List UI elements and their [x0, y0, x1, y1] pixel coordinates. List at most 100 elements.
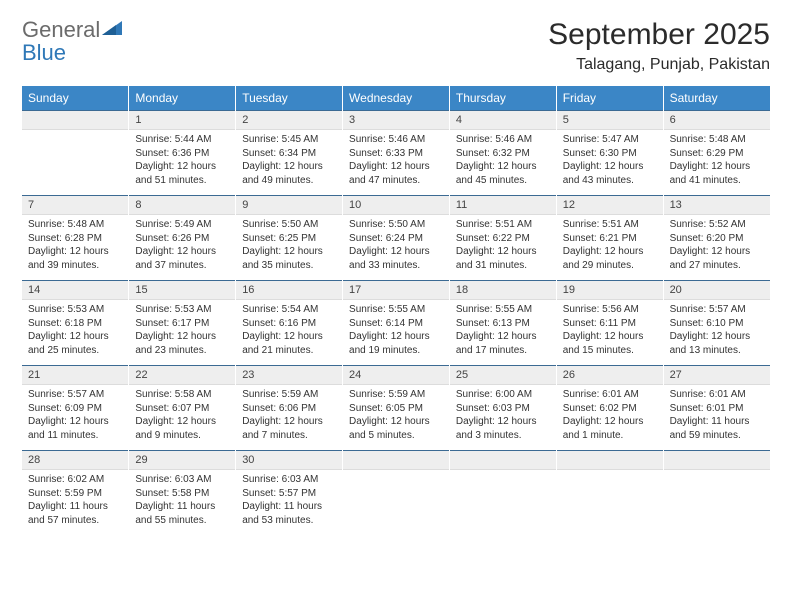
calendar-cell: 19Sunrise: 5:56 AMSunset: 6:11 PMDayligh… — [556, 280, 663, 365]
daylight-line: Daylight: 12 hours and 15 minutes. — [563, 330, 657, 357]
daylight-line: Daylight: 12 hours and 47 minutes. — [349, 160, 443, 187]
calendar-cell: 27Sunrise: 6:01 AMSunset: 6:01 PMDayligh… — [663, 365, 770, 450]
day-content: Sunrise: 6:00 AMSunset: 6:03 PMDaylight:… — [450, 385, 556, 450]
calendar-cell: 7Sunrise: 5:48 AMSunset: 6:28 PMDaylight… — [22, 195, 129, 280]
weekday-heading: Saturday — [663, 86, 770, 110]
sunset-line: Sunset: 6:34 PM — [242, 147, 336, 161]
brand-text: General Blue — [22, 18, 124, 64]
day-number: 22 — [129, 365, 235, 385]
calendar-cell: 20Sunrise: 5:57 AMSunset: 6:10 PMDayligh… — [663, 280, 770, 365]
day-content: Sunrise: 5:51 AMSunset: 6:22 PMDaylight:… — [450, 215, 556, 280]
sunrise-line: Sunrise: 5:49 AM — [135, 218, 229, 232]
day-content: Sunrise: 5:59 AMSunset: 6:05 PMDaylight:… — [343, 385, 449, 450]
daylight-line: Daylight: 12 hours and 43 minutes. — [563, 160, 657, 187]
day-content: Sunrise: 6:02 AMSunset: 5:59 PMDaylight:… — [22, 470, 128, 535]
calendar-cell: 12Sunrise: 5:51 AMSunset: 6:21 PMDayligh… — [556, 195, 663, 280]
day-number: 28 — [22, 450, 128, 470]
daylight-line: Daylight: 12 hours and 19 minutes. — [349, 330, 443, 357]
day-number: 1 — [129, 110, 235, 130]
calendar-cell: 21Sunrise: 5:57 AMSunset: 6:09 PMDayligh… — [22, 365, 129, 450]
daylight-line: Daylight: 12 hours and 25 minutes. — [28, 330, 122, 357]
calendar-cell: 24Sunrise: 5:59 AMSunset: 6:05 PMDayligh… — [343, 365, 450, 450]
brand-logo: General Blue — [22, 18, 124, 64]
sunrise-line: Sunrise: 5:53 AM — [28, 303, 122, 317]
sunset-line: Sunset: 6:07 PM — [135, 402, 229, 416]
sunrise-line: Sunrise: 5:44 AM — [135, 133, 229, 147]
calendar-cell: 11Sunrise: 5:51 AMSunset: 6:22 PMDayligh… — [449, 195, 556, 280]
day-content: Sunrise: 5:48 AMSunset: 6:29 PMDaylight:… — [664, 130, 770, 195]
day-content: Sunrise: 5:50 AMSunset: 6:24 PMDaylight:… — [343, 215, 449, 280]
day-number — [557, 450, 663, 470]
sunset-line: Sunset: 6:26 PM — [135, 232, 229, 246]
sunset-line: Sunset: 6:29 PM — [670, 147, 764, 161]
sunrise-line: Sunrise: 6:01 AM — [670, 388, 764, 402]
calendar-head: Sunday Monday Tuesday Wednesday Thursday… — [22, 86, 770, 110]
daylight-line: Daylight: 12 hours and 33 minutes. — [349, 245, 443, 272]
day-number: 4 — [450, 110, 556, 130]
calendar-row: 7Sunrise: 5:48 AMSunset: 6:28 PMDaylight… — [22, 195, 770, 280]
day-content: Sunrise: 5:55 AMSunset: 6:14 PMDaylight:… — [343, 300, 449, 365]
day-content: Sunrise: 5:58 AMSunset: 6:07 PMDaylight:… — [129, 385, 235, 450]
sunset-line: Sunset: 6:32 PM — [456, 147, 550, 161]
day-content: Sunrise: 6:03 AMSunset: 5:57 PMDaylight:… — [236, 470, 342, 535]
day-number: 12 — [557, 195, 663, 215]
day-content: Sunrise: 5:53 AMSunset: 6:17 PMDaylight:… — [129, 300, 235, 365]
brand-line1: General — [22, 17, 100, 42]
sunset-line: Sunset: 6:18 PM — [28, 317, 122, 331]
sunset-line: Sunset: 5:59 PM — [28, 487, 122, 501]
day-content: Sunrise: 5:57 AMSunset: 6:10 PMDaylight:… — [664, 300, 770, 365]
day-content: Sunrise: 5:44 AMSunset: 6:36 PMDaylight:… — [129, 130, 235, 195]
calendar-cell: 25Sunrise: 6:00 AMSunset: 6:03 PMDayligh… — [449, 365, 556, 450]
day-content: Sunrise: 5:46 AMSunset: 6:33 PMDaylight:… — [343, 130, 449, 195]
sunset-line: Sunset: 6:21 PM — [563, 232, 657, 246]
sunset-line: Sunset: 6:09 PM — [28, 402, 122, 416]
day-number: 6 — [664, 110, 770, 130]
day-number: 11 — [450, 195, 556, 215]
daylight-line: Daylight: 12 hours and 27 minutes. — [670, 245, 764, 272]
day-number: 18 — [450, 280, 556, 300]
daylight-line: Daylight: 12 hours and 51 minutes. — [135, 160, 229, 187]
calendar-cell: 30Sunrise: 6:03 AMSunset: 5:57 PMDayligh… — [236, 450, 343, 535]
daylight-line: Daylight: 12 hours and 45 minutes. — [456, 160, 550, 187]
daylight-line: Daylight: 12 hours and 7 minutes. — [242, 415, 336, 442]
sunrise-line: Sunrise: 6:03 AM — [242, 473, 336, 487]
sunset-line: Sunset: 6:02 PM — [563, 402, 657, 416]
calendar-cell: 14Sunrise: 5:53 AMSunset: 6:18 PMDayligh… — [22, 280, 129, 365]
day-number: 5 — [557, 110, 663, 130]
calendar-cell: 4Sunrise: 5:46 AMSunset: 6:32 PMDaylight… — [449, 110, 556, 195]
calendar-cell: 3Sunrise: 5:46 AMSunset: 6:33 PMDaylight… — [343, 110, 450, 195]
sunset-line: Sunset: 5:57 PM — [242, 487, 336, 501]
weekday-heading: Sunday — [22, 86, 129, 110]
day-content: Sunrise: 5:47 AMSunset: 6:30 PMDaylight:… — [557, 130, 663, 195]
sunrise-line: Sunrise: 5:59 AM — [242, 388, 336, 402]
daylight-line: Daylight: 12 hours and 41 minutes. — [670, 160, 764, 187]
daylight-line: Daylight: 12 hours and 31 minutes. — [456, 245, 550, 272]
daylight-line: Daylight: 12 hours and 49 minutes. — [242, 160, 336, 187]
sunrise-line: Sunrise: 5:46 AM — [456, 133, 550, 147]
day-content — [343, 470, 449, 528]
sunset-line: Sunset: 6:20 PM — [670, 232, 764, 246]
day-content: Sunrise: 5:59 AMSunset: 6:06 PMDaylight:… — [236, 385, 342, 450]
sunset-line: Sunset: 6:05 PM — [349, 402, 443, 416]
day-number: 23 — [236, 365, 342, 385]
location-label: Talagang, Punjab, Pakistan — [548, 56, 770, 74]
calendar-cell — [556, 450, 663, 535]
weekday-heading: Wednesday — [343, 86, 450, 110]
sunset-line: Sunset: 6:17 PM — [135, 317, 229, 331]
sunset-line: Sunset: 6:13 PM — [456, 317, 550, 331]
daylight-line: Daylight: 12 hours and 11 minutes. — [28, 415, 122, 442]
day-content: Sunrise: 5:46 AMSunset: 6:32 PMDaylight:… — [450, 130, 556, 195]
daylight-line: Daylight: 12 hours and 21 minutes. — [242, 330, 336, 357]
sunrise-line: Sunrise: 5:58 AM — [135, 388, 229, 402]
sunset-line: Sunset: 6:03 PM — [456, 402, 550, 416]
sunrise-line: Sunrise: 5:55 AM — [349, 303, 443, 317]
sunset-line: Sunset: 6:30 PM — [563, 147, 657, 161]
calendar-cell: 22Sunrise: 5:58 AMSunset: 6:07 PMDayligh… — [129, 365, 236, 450]
day-number: 20 — [664, 280, 770, 300]
daylight-line: Daylight: 11 hours and 57 minutes. — [28, 500, 122, 527]
day-content: Sunrise: 5:48 AMSunset: 6:28 PMDaylight:… — [22, 215, 128, 280]
day-number: 30 — [236, 450, 342, 470]
sunset-line: Sunset: 6:16 PM — [242, 317, 336, 331]
day-number: 24 — [343, 365, 449, 385]
sunset-line: Sunset: 6:36 PM — [135, 147, 229, 161]
